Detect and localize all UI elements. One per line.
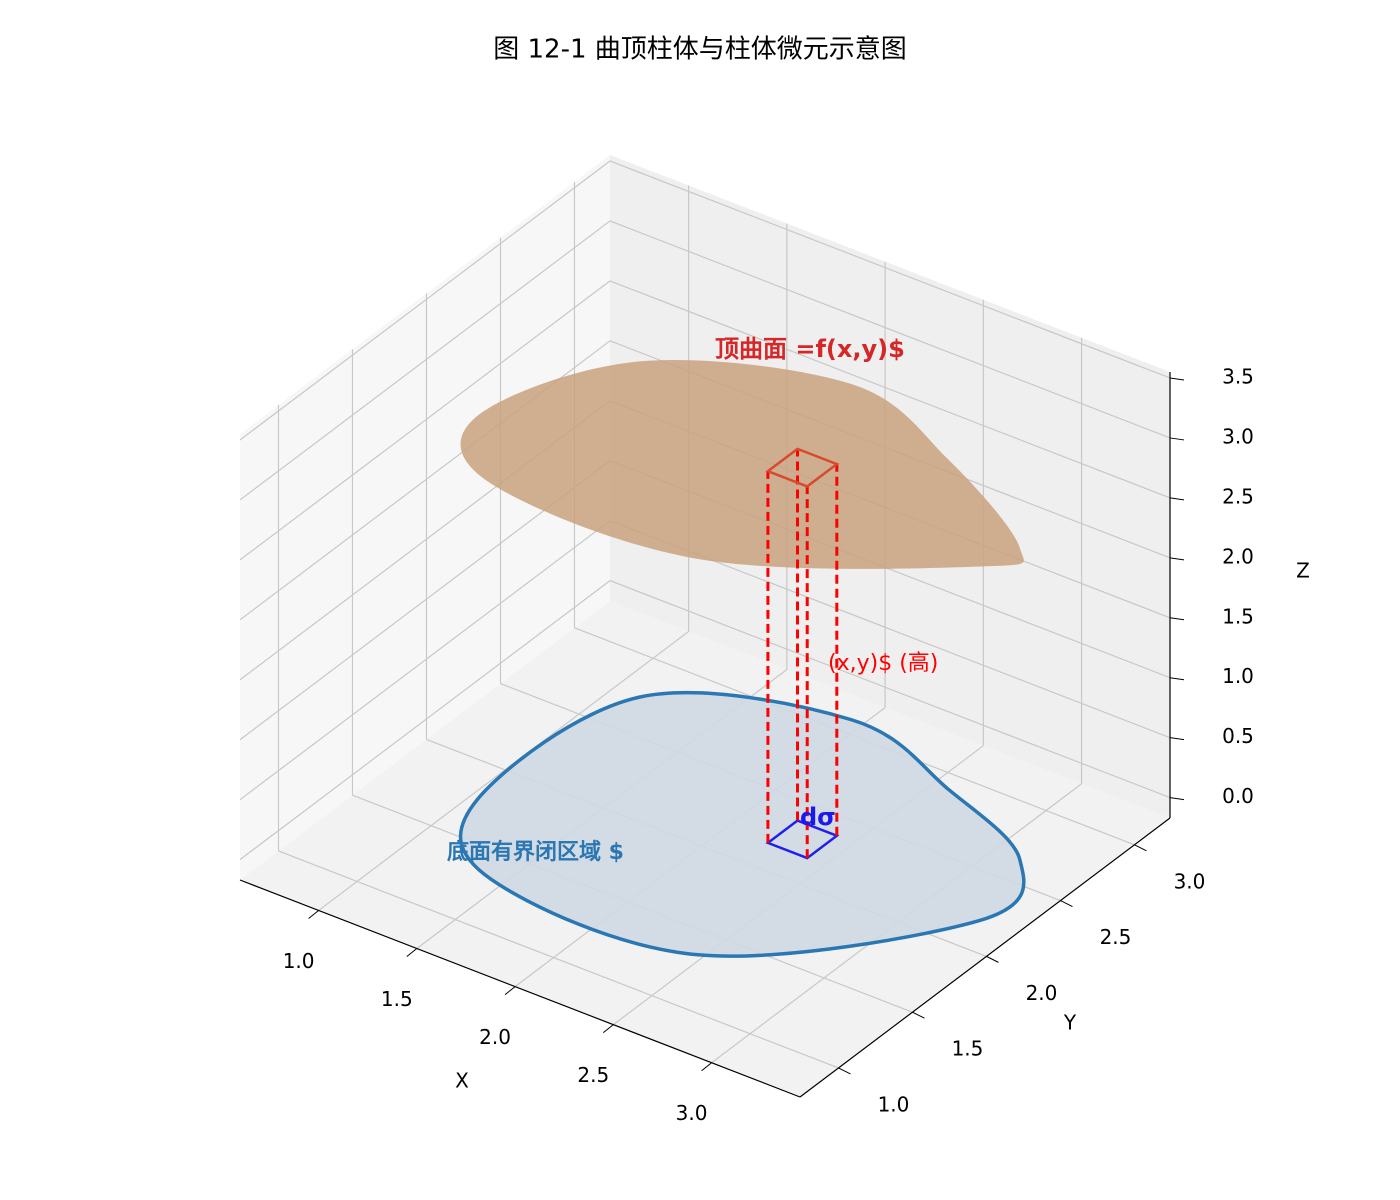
x-tick	[308, 910, 319, 919]
grid-line	[609, 280, 1171, 499]
x-tick-label: 2.0	[479, 1025, 511, 1049]
z-tick	[1169, 437, 1185, 441]
annotation: dσ	[800, 803, 836, 831]
x-tick	[406, 948, 418, 957]
z-tick	[1169, 557, 1185, 561]
y-tick-label: 3.0	[1174, 869, 1206, 893]
grid-line	[318, 630, 689, 911]
grid-line	[239, 160, 611, 441]
z-tick	[1169, 497, 1185, 501]
z-tick-label: 0.0	[1222, 784, 1254, 808]
surface	[460, 360, 1024, 569]
y-tick-label: 2.5	[1100, 925, 1132, 949]
z-tick-label: 1.0	[1222, 664, 1254, 688]
grid-line	[239, 280, 611, 561]
chart-title: 图 12-1 曲顶柱体与柱体微元示意图	[493, 35, 907, 65]
annotation: (x,y)$ (高)	[828, 651, 938, 676]
y-tick	[1060, 900, 1073, 908]
z-tick-label: 2.0	[1222, 544, 1254, 568]
z-axis-label: Z	[1296, 559, 1310, 583]
x-tick	[504, 986, 516, 995]
grid-line	[239, 220, 611, 501]
x-tick	[701, 1062, 712, 1072]
z-tick	[1169, 797, 1185, 801]
grid-line	[278, 850, 839, 1069]
y-tick	[986, 955, 999, 963]
x-tick-label: 2.5	[577, 1063, 609, 1087]
left-pane	[240, 155, 610, 880]
region	[458, 691, 1026, 958]
grid-line	[609, 220, 1171, 439]
z-tick-label: 1.5	[1222, 604, 1254, 628]
y-axis-label: Y	[1063, 1011, 1077, 1035]
axis-line	[799, 817, 1171, 1098]
z-tick	[1169, 377, 1185, 381]
grid-line	[239, 520, 611, 801]
y-tick-label: 2.0	[1026, 981, 1058, 1005]
grid-line	[609, 580, 1171, 799]
z-tick-label: 3.0	[1222, 424, 1254, 448]
y-tick	[838, 1067, 851, 1075]
z-tick-label: 3.5	[1222, 364, 1254, 388]
x-tick-label: 1.0	[283, 949, 315, 973]
annotation: 底面有界闭区域 $	[447, 839, 624, 865]
x-tick-label: 1.5	[381, 987, 413, 1011]
z-tick-label: 0.5	[1222, 724, 1254, 748]
z-tick	[1169, 617, 1185, 621]
x-axis-label: X	[455, 1069, 469, 1093]
grid-line	[609, 160, 1171, 379]
y-tick	[912, 1011, 925, 1019]
y-tick	[1134, 844, 1147, 852]
annotation: 顶曲面 =f(x,y)$	[715, 335, 905, 363]
z-tick-label: 2.5	[1222, 484, 1254, 508]
y-tick-label: 1.5	[952, 1037, 984, 1061]
z-tick	[1169, 737, 1185, 741]
column-top	[765, 447, 840, 488]
x-tick	[603, 1024, 614, 1034]
y-tick-label: 1.0	[878, 1092, 910, 1116]
axis-line	[239, 879, 801, 1098]
grid-line	[239, 580, 611, 861]
z-tick	[1169, 677, 1185, 681]
x-tick-label: 3.0	[676, 1101, 708, 1125]
